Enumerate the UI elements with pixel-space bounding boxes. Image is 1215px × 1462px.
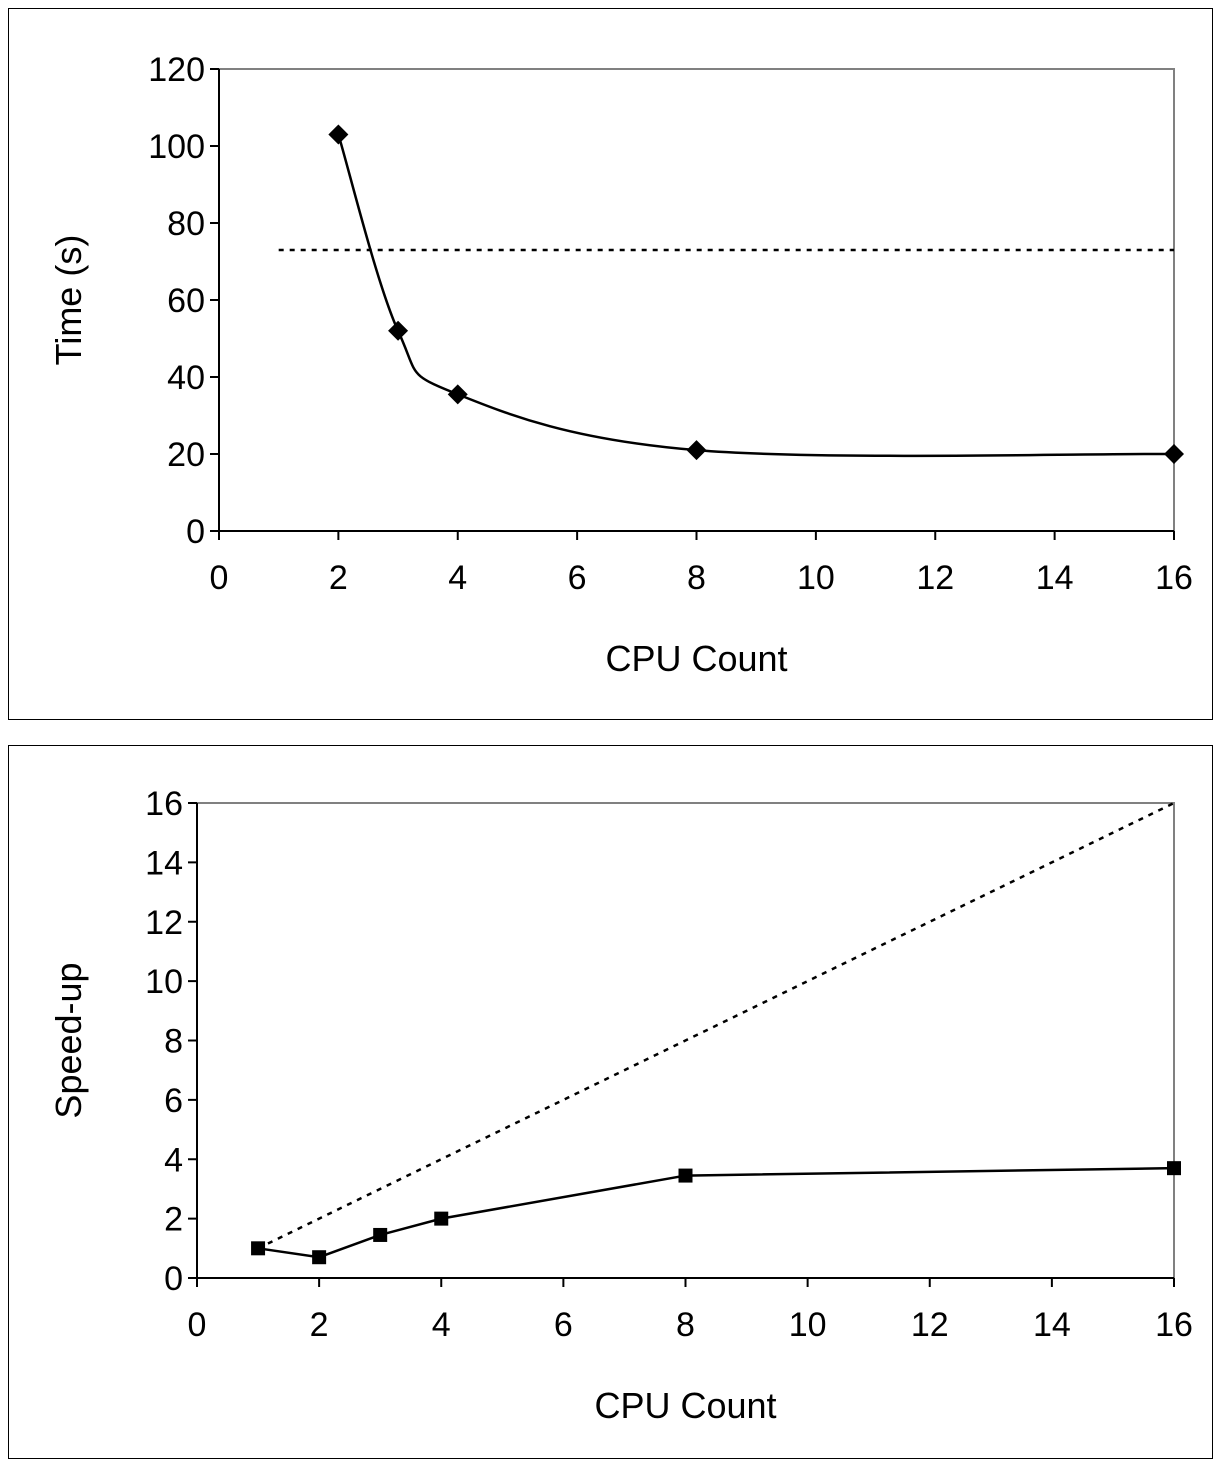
data-point-marker: [1164, 444, 1184, 464]
y-tick-label: 100: [148, 128, 205, 166]
y-tick-label: 8: [164, 1023, 183, 1061]
speedup-chart-panel: 0 2 4 6 8 10 12 14 16 0 2 4 6 8 10 12 14 16 CPU Count Speed…: [8, 745, 1213, 1459]
y-tick-label: 10: [145, 963, 183, 1001]
x-tick-label: 0: [188, 1306, 207, 1344]
series-0-line: [257, 1166, 1175, 1259]
data-point-marker: [447, 384, 468, 405]
x-tick-label: 8: [676, 1306, 695, 1344]
x-tick-label: 14: [1036, 559, 1074, 597]
x-tick-label: 6: [568, 559, 587, 597]
time-chart: 0 20 40 60 80 100 120 0 2 4 6 8 10 12 14 16 CPU Count Tim…: [48, 51, 1193, 679]
x-axis-label: CPU Count: [594, 1385, 776, 1426]
x-tick-label: 10: [797, 559, 835, 597]
y-tick-label: 12: [145, 904, 183, 942]
data-point-marker: [1167, 1161, 1181, 1176]
y-axis-label: Speed-up: [48, 962, 89, 1118]
y-tick-label: 40: [167, 359, 205, 397]
data-point-marker: [686, 440, 707, 461]
x-tick-label: 12: [916, 559, 954, 597]
x-tick-label: 6: [554, 1306, 573, 1344]
data-point-marker: [388, 320, 409, 341]
y-tick-label: 20: [167, 436, 205, 474]
series-1-line: [257, 801, 1175, 1250]
x-tick-label: 10: [789, 1306, 827, 1344]
data-point-marker: [678, 1168, 693, 1183]
x-tick-label: 2: [329, 559, 348, 597]
series-0-line: [337, 134, 1175, 458]
data-point-marker: [434, 1211, 449, 1226]
x-tick-label: 8: [687, 559, 706, 597]
y-tick-label: 80: [167, 205, 205, 243]
x-tick-label: 0: [210, 559, 229, 597]
x-tick-label: 14: [1033, 1306, 1071, 1344]
data-point-marker: [312, 1250, 327, 1265]
plot-area: [218, 68, 1175, 532]
y-tick-label: 120: [148, 51, 205, 89]
y-tick-label: 60: [167, 282, 205, 320]
y-axis-label: Time (s): [48, 235, 89, 366]
x-tick-label: 2: [310, 1306, 329, 1344]
y-tick-label: 16: [145, 785, 183, 823]
y-tick-label: 4: [164, 1141, 183, 1179]
y-tick-label: 0: [164, 1260, 183, 1298]
y-tick-label: 14: [145, 844, 183, 882]
y-tick-label: 6: [164, 1082, 183, 1120]
speedup-chart: 0 2 4 6 8 10 12 14 16 0 2 4 6 8 10 12 14 16 CPU Count Speed…: [48, 785, 1193, 1426]
data-point-marker: [373, 1227, 388, 1242]
x-tick-label: 4: [448, 559, 467, 597]
x-tick-label: 16: [1155, 559, 1193, 597]
x-tick-label: 12: [911, 1306, 949, 1344]
x-tick-label: 4: [432, 1306, 451, 1344]
y-tick-label: 0: [186, 513, 205, 551]
y-tick-label: 2: [164, 1201, 183, 1239]
time-chart-panel: 0 20 40 60 80 100 120 0 2 4 6 8 10 12 14 16 CPU Count Tim…: [8, 8, 1213, 720]
x-axis-label: CPU Count: [605, 638, 787, 679]
data-point-marker: [328, 124, 349, 145]
x-tick-label: 16: [1155, 1306, 1193, 1344]
